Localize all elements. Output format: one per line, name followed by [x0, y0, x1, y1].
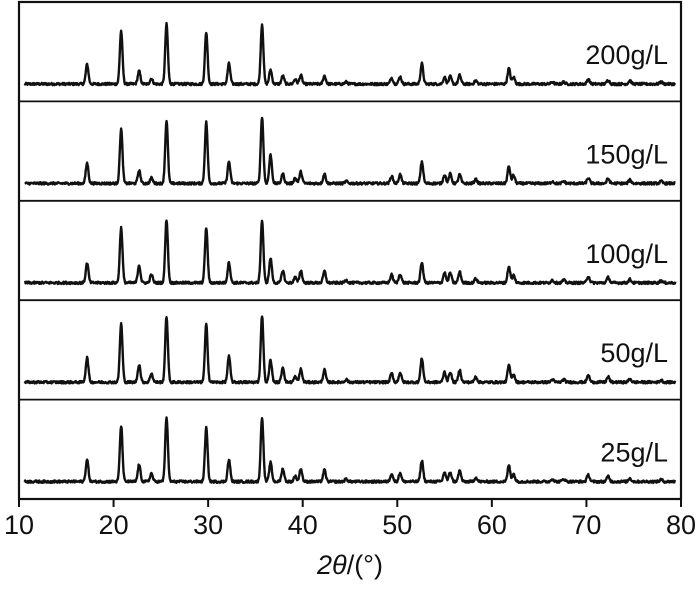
series-label: 50g/L	[600, 338, 668, 368]
x-axis-label-italic: 2θ	[316, 550, 347, 580]
plot-frame	[17, 0, 683, 501]
x-tick-label: 50	[382, 510, 412, 540]
x-axis-tick-labels: 10 20 30 40 50 60 70 80	[4, 510, 696, 540]
series-label: 100g/L	[585, 239, 668, 269]
series-trace	[23, 21, 677, 87]
x-tick-label: 60	[477, 510, 507, 540]
series-label: 25g/L	[600, 438, 668, 468]
x-tick-label: 70	[571, 510, 601, 540]
series-trace	[23, 219, 677, 286]
x-axis-label-rest: /(°)	[347, 550, 383, 580]
x-tick-label: 80	[666, 510, 696, 540]
series-trace	[23, 315, 677, 385]
x-tick-label: 20	[99, 510, 129, 540]
series-trace	[23, 116, 677, 186]
x-tick-label: 10	[4, 510, 34, 540]
series-label: 150g/L	[585, 139, 668, 169]
x-axis-label: 2θ/(°)	[316, 550, 383, 580]
series-labels: 200g/L 150g/L 100g/L 50g/L 25g/L	[585, 40, 668, 468]
series-traces	[23, 21, 677, 484]
series-trace	[23, 416, 677, 484]
x-tick-label: 30	[193, 510, 223, 540]
series-label: 200g/L	[585, 40, 668, 70]
x-axis-ticks	[18, 499, 682, 507]
x-tick-label: 40	[288, 510, 318, 540]
panel-dividers	[19, 100, 681, 401]
